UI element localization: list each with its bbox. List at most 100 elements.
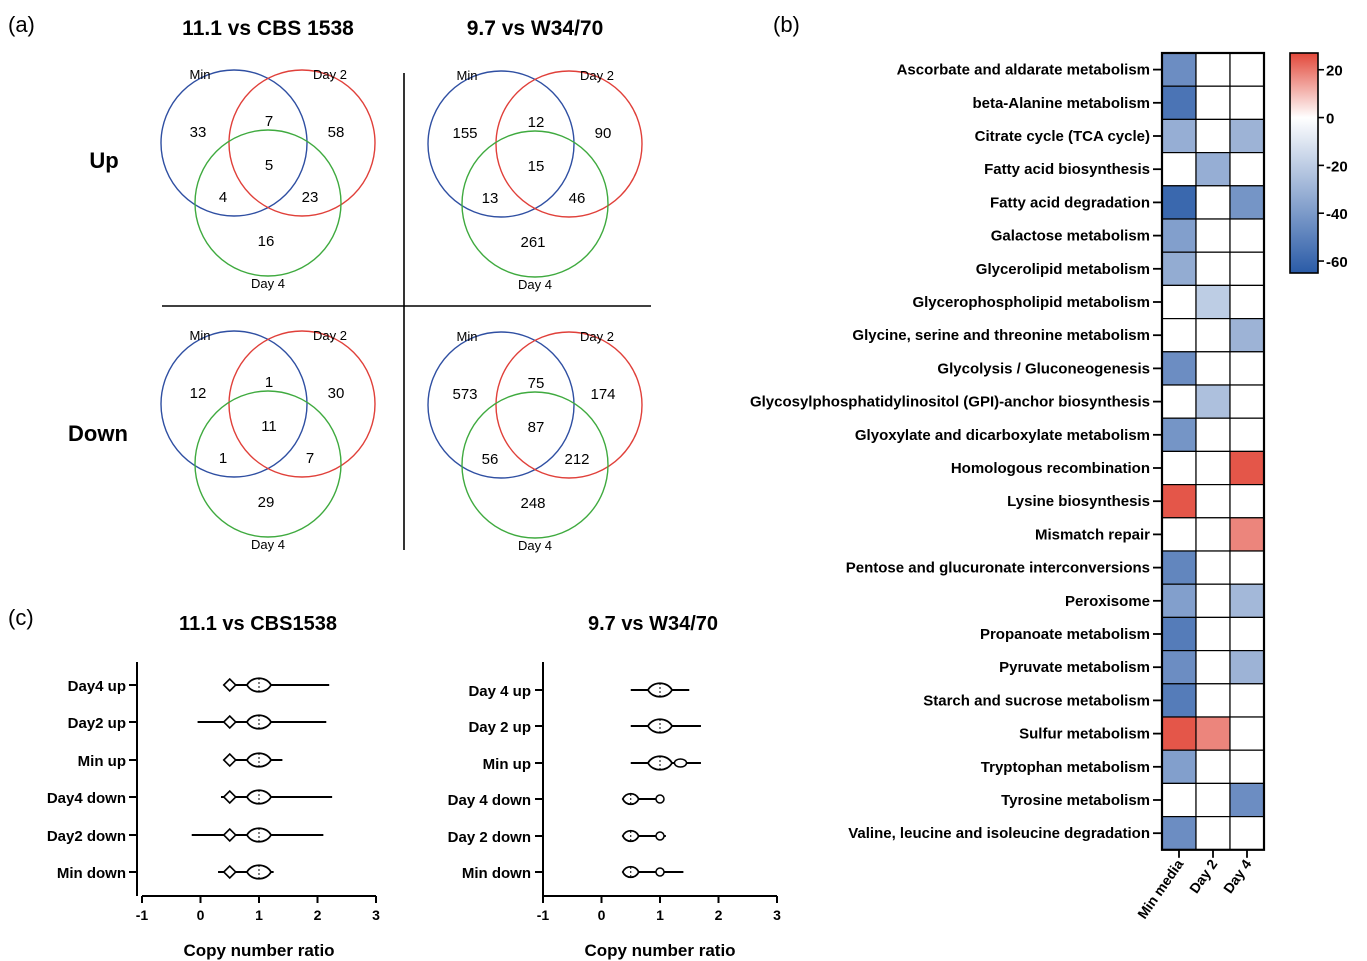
venn-count-min_day4: 1 [219,450,227,467]
venn-set-label-day4: Day 4 [251,276,285,291]
violin-x-label: Copy number ratio [584,941,735,960]
heatmap-cell [1229,52,1265,87]
heatmap-row-label: Glycolysis / Gluconeogenesis [937,360,1150,377]
violin-body [646,718,674,734]
heatmap-cell [1195,384,1231,419]
violin-title: 9.7 vs W34/70 [588,613,718,635]
heatmap-row-label: Galactose metabolism [991,228,1150,245]
violin-x-tick-label: 1 [656,907,664,923]
venn-set-label-day4: Day 4 [518,277,552,292]
venn-count-day2_day4: 46 [569,190,586,207]
venn-set-label-day2: Day 2 [580,329,614,344]
heatmap-cell [1195,583,1231,619]
heatmap-cell [1229,683,1265,718]
heatmap-row-label: Sulfur metabolism [1019,726,1150,743]
violin-category-label: Day 2 up [468,719,531,736]
heatmap-row-label: beta-Alanine metabolism [972,95,1150,112]
heatmap-cell [1161,318,1197,353]
venn-circle-day2 [228,69,376,217]
violin-title: 11.1 vs CBS1538 [179,613,337,635]
violin-secondary-mode [673,758,688,768]
venn-count-min_day2: 1 [265,374,273,391]
heatmap-cell [1195,550,1231,585]
venn-count-all: 11 [261,418,277,435]
violin-category-label: Min down [57,865,126,882]
heatmap-cell [1195,716,1231,751]
venn-circle-min [160,330,308,478]
venn-count-day4_only: 261 [520,234,545,251]
panel-label-b: (b) [773,12,800,37]
venn-set-label-min: Min [190,328,211,343]
violin-x-tick-label: 0 [197,907,205,923]
heatmap-row-label: Homologous recombination [951,460,1150,477]
violin-x-tick-label: 1 [255,907,263,923]
heatmap-cell [1229,517,1265,552]
venn-count-min_day4: 13 [482,190,499,207]
violin-category-label: Min up [78,753,126,770]
venn-count-all: 5 [265,157,273,174]
heatmap-cell [1195,450,1231,486]
violin-x-tick-label: -1 [537,907,550,923]
venn-circle-day4 [461,391,609,539]
heatmap-cell [1161,716,1197,751]
venn-count-day2_day4: 23 [302,189,319,206]
heatmap-cell [1195,649,1231,685]
venn-count-day4_only: 29 [258,494,275,511]
heatmap-row-label: Glyoxylate and dicarboxylate metabolism [855,427,1150,444]
violin-plot-1: 11.1 vs CBS1538 -1 0 1 2 3 Copy number ratio Da… [47,613,380,960]
heatmap-cell [1229,152,1265,187]
panel-label-a: (a) [8,12,35,37]
violin-body [245,827,273,843]
heatmap-row-label: Tryptophan metabolism [981,759,1150,776]
heatmap-cell [1195,52,1231,87]
heatmap-cell [1195,417,1231,453]
violin-secondary-mode [222,752,237,768]
heatmap-cell [1195,815,1231,851]
violin-secondary-mode [222,789,237,805]
violin-x-tick-label: 0 [598,907,606,923]
venn-count-min_day2: 12 [528,114,545,131]
heatmap-cell [1229,351,1265,386]
heatmap-col-label: Min media [1134,856,1186,921]
venn-set-label-day2: Day 2 [313,67,347,82]
venn-set-label-day2: Day 2 [580,68,614,83]
heatmap-cell [1195,782,1231,818]
panel-label-c: (c) [8,605,34,630]
heatmap-cell [1161,649,1197,685]
venn-col-title-2: 9.7 vs W34/70 [467,17,604,40]
heatmap-cell [1161,52,1197,87]
venn-count-day2_day4: 212 [564,451,589,468]
heatmap-col-label: Day 4 [1220,856,1255,896]
heatmap-cell [1161,351,1197,386]
heatmap-row-label: Glycerolipid metabolism [976,261,1150,278]
heatmap-row-label: Pentose and glucuronate interconversions [846,560,1150,577]
heatmap-cell [1161,185,1197,220]
heatmap-cell [1161,251,1197,286]
venn-row-title-down: Down [68,421,128,446]
violin-body [245,789,273,805]
venn-set-label-min: Min [190,67,211,82]
heatmap-cell [1161,284,1197,320]
colorbar-tick-label: -40 [1326,206,1348,223]
heatmap-row-label: Valine, leucine and isoleucine degradati… [848,825,1150,842]
violin-category-label: Day4 up [68,678,126,695]
venn-set-label-day4: Day 4 [251,537,285,552]
violin-x-tick-label: 3 [773,907,781,923]
violin-plot-2: 9.7 vs W34/70 -1 0 1 2 3 Copy number ratio Day … [448,613,781,960]
colorbar [1289,52,1319,274]
heatmap-cell [1195,616,1231,652]
venn-count-day2_only: 30 [328,385,345,402]
violin-x-tick-label: -1 [136,907,149,923]
venn-set-label-min: Min [457,329,478,344]
venn-row-title-up: Up [89,148,118,173]
violin-secondary-mode [222,714,237,730]
venn-circle-min [160,69,308,217]
venn-count-min_only: 573 [452,386,477,403]
heatmap-cell [1229,85,1265,120]
venn-count-all: 15 [528,158,545,175]
heatmap-row-label: Peroxisome [1065,593,1150,610]
heatmap-cell [1161,384,1197,419]
heatmap-cell [1229,815,1265,851]
heatmap-cell [1229,417,1265,453]
violin-category-label: Min down [462,865,531,882]
